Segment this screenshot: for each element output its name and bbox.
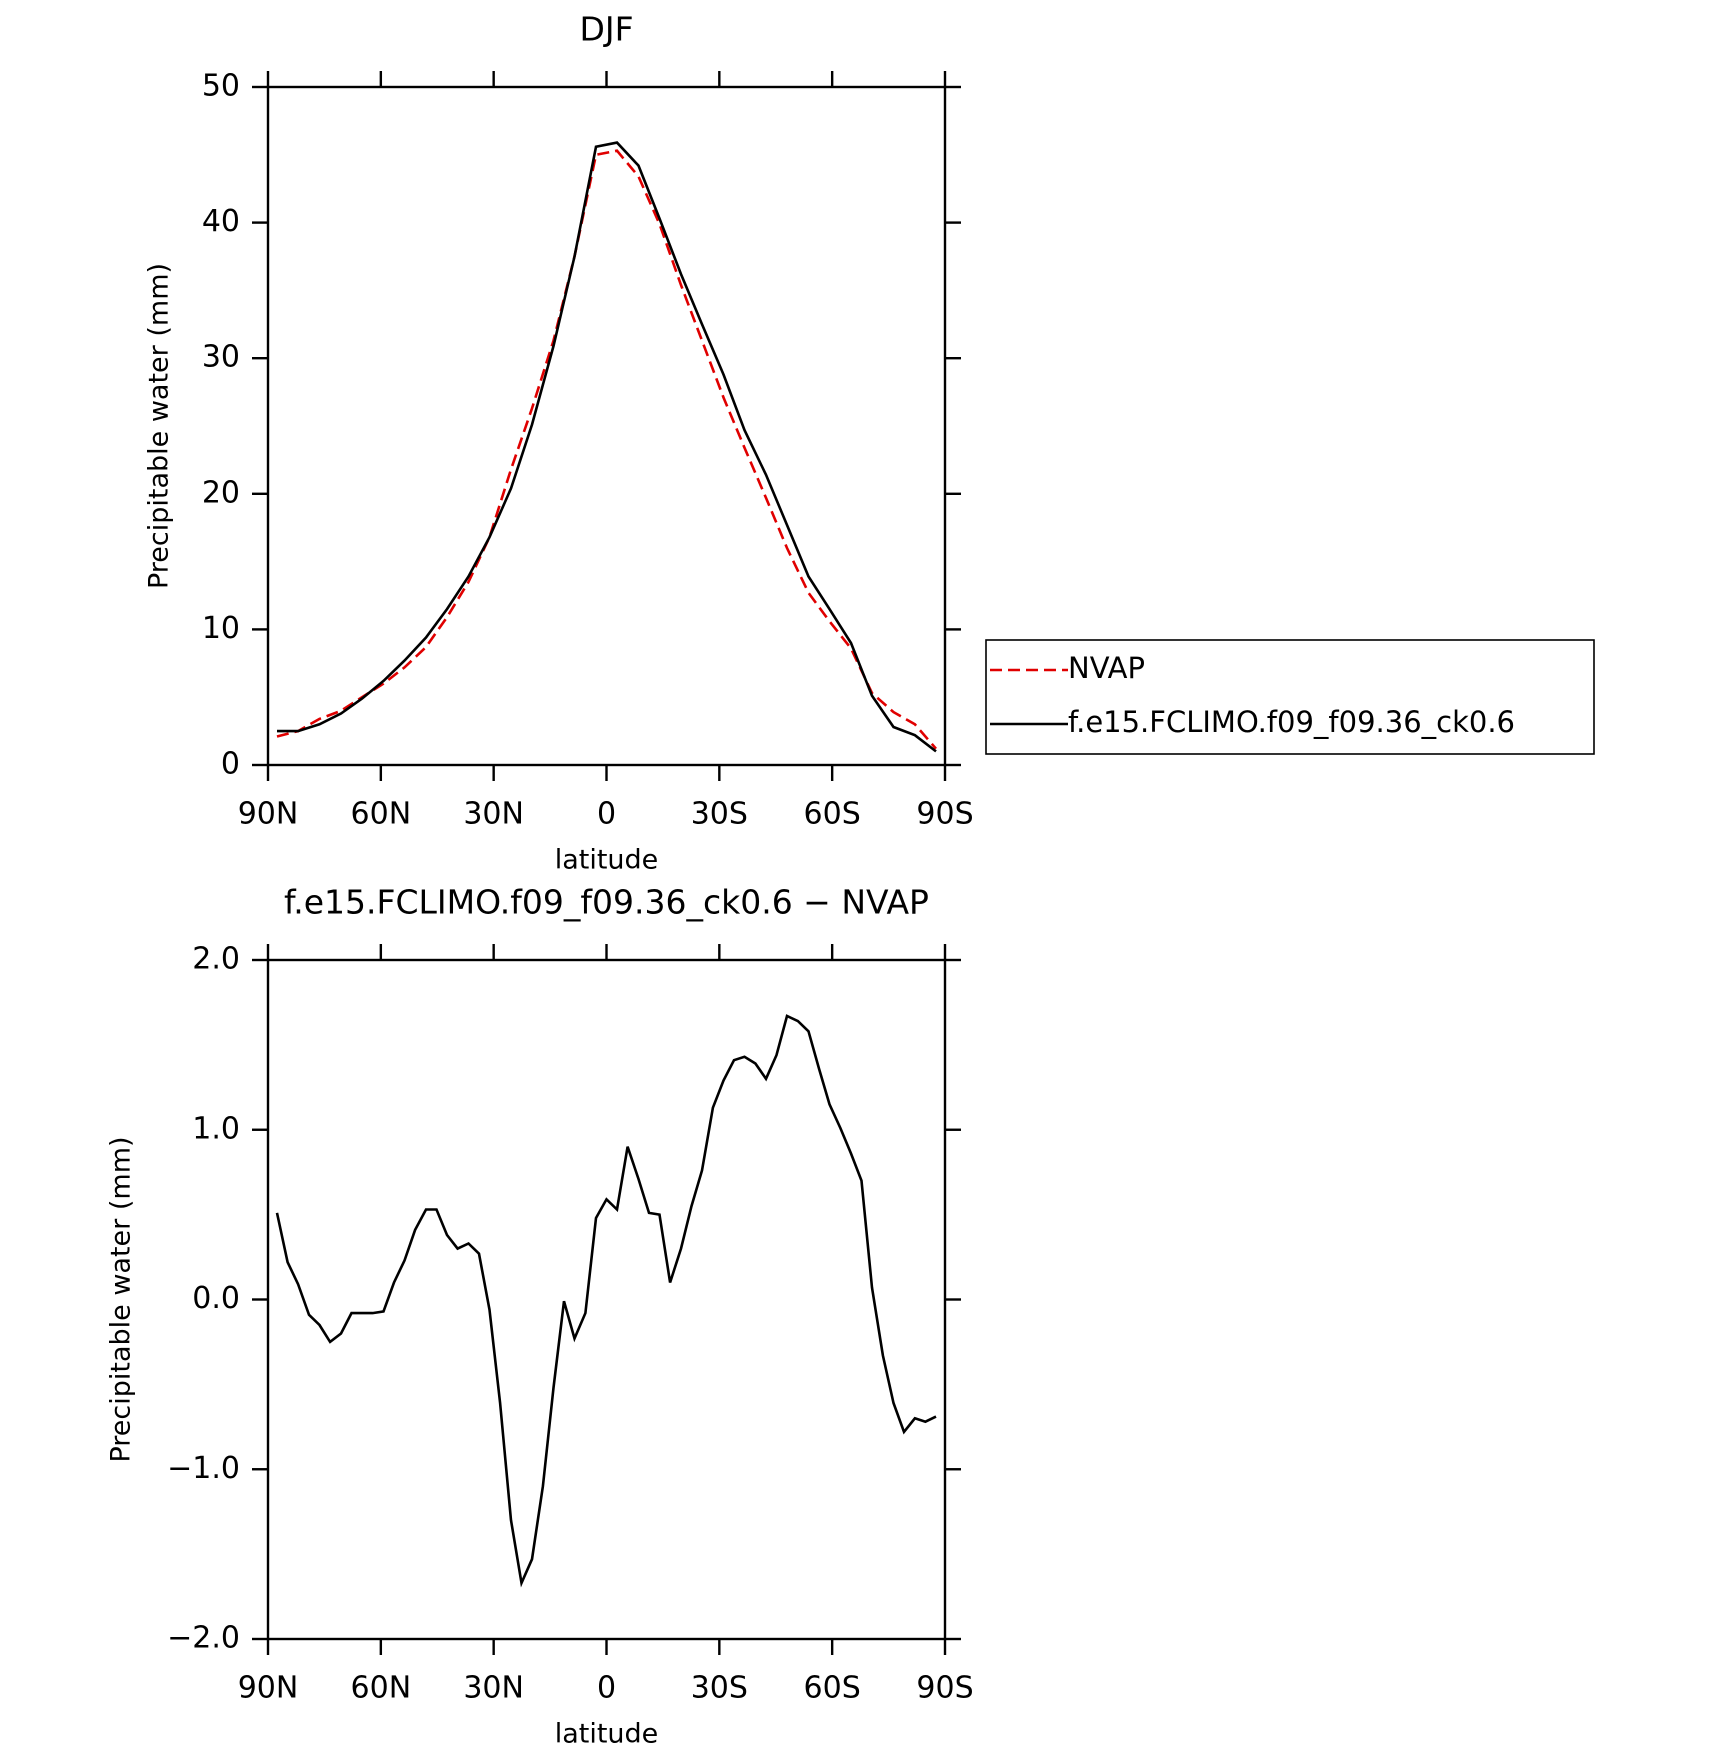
x-tick-label: 60S: [804, 797, 861, 832]
x-tick-label: 90S: [916, 1671, 973, 1706]
x-tick-label: 90N: [238, 1671, 299, 1706]
data-line: [277, 141, 937, 753]
y-axis-label: Precipitable water (mm): [106, 1136, 137, 1462]
x-tick-label: 0: [597, 1671, 616, 1706]
legend: NVAP f.e15.FCLIMO.f09_f09.36_ck0.6: [985, 639, 1595, 755]
y-axis-label: Precipitable water (mm): [144, 263, 175, 589]
legend-label: NVAP: [1068, 651, 1145, 685]
y-tick-label: 2.0: [192, 942, 240, 977]
x-tick-label: 60N: [351, 797, 412, 832]
y-tick-label: 30: [202, 340, 240, 375]
x-axis-label: latitude: [555, 845, 659, 876]
x-tick-label: 60N: [351, 1671, 412, 1706]
y-tick-label: 50: [202, 69, 240, 104]
y-tick-label: 0: [221, 747, 240, 782]
legend-label: f.e15.FCLIMO.f09_f09.36_ck0.6: [1068, 705, 1515, 739]
data-line: [275, 1014, 937, 1588]
x-tick-label: 30S: [691, 1671, 748, 1706]
data-line: [276, 149, 937, 750]
chart-title: DJF: [579, 10, 633, 49]
y-tick-label: −1.0: [167, 1451, 240, 1486]
plot-frame: [266, 85, 947, 767]
y-tick-label: 10: [202, 611, 240, 646]
x-tick-label: 0: [597, 797, 616, 832]
chart-title: f.e15.FCLIMO.f09_f09.36_ck0.6 − NVAP: [284, 883, 929, 922]
x-tick-label: 90S: [916, 797, 973, 832]
x-axis-label: latitude: [555, 1719, 659, 1750]
y-tick-label: 1.0: [192, 1111, 240, 1146]
x-tick-label: 30N: [463, 797, 524, 832]
plot-frame: [266, 958, 947, 1641]
legend-box: [985, 639, 1595, 755]
y-tick-label: 0.0: [192, 1281, 240, 1316]
x-tick-label: 30S: [691, 797, 748, 832]
x-tick-label: 90N: [238, 797, 299, 832]
y-tick-label: −2.0: [167, 1621, 240, 1656]
y-tick-label: 40: [202, 204, 240, 239]
y-tick-label: 20: [202, 475, 240, 510]
x-tick-label: 60S: [804, 1671, 861, 1706]
x-tick-label: 30N: [463, 1671, 524, 1706]
